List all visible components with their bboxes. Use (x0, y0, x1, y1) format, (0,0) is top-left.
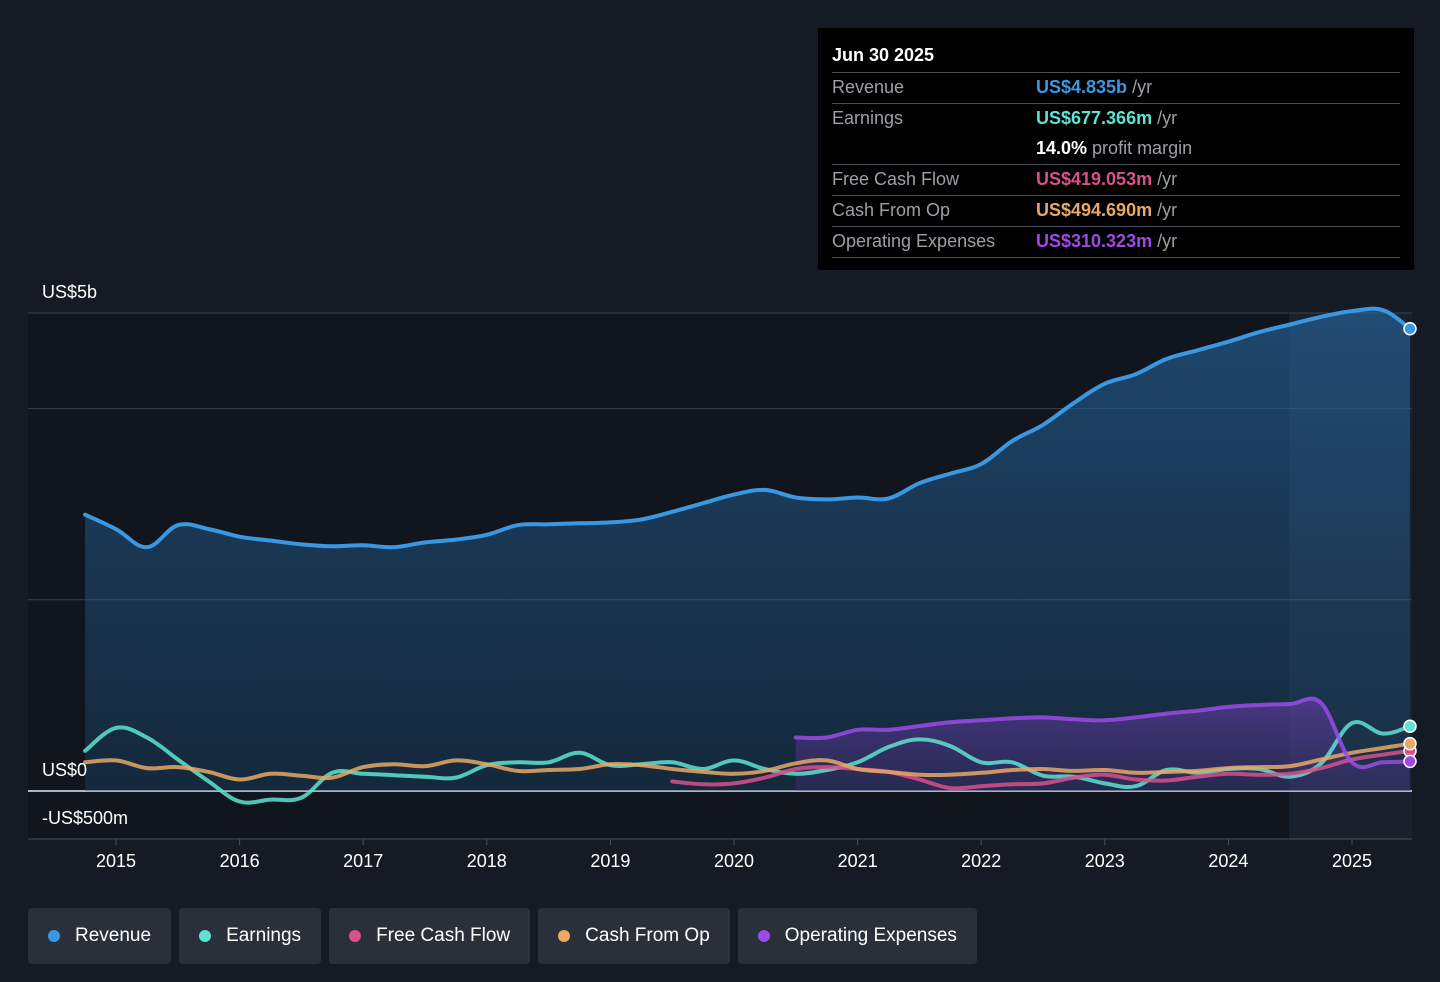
tooltip-row-earnings: Earnings US$677.366m /yr (832, 103, 1400, 134)
x-tick-label: 2020 (714, 851, 754, 871)
tooltip-label: Operating Expenses (832, 231, 996, 251)
x-tick-label: 2025 (1332, 851, 1372, 871)
chart-legend: Revenue Earnings Free Cash Flow Cash Fro… (28, 908, 977, 964)
line-opex (793, 696, 1412, 770)
legend-label: Cash From Op (585, 925, 710, 946)
axes: 2015 2016 2017 2018 2019 2020 2021 2022 2023 2024… (28, 838, 1412, 871)
x-tick-label: 2017 (343, 851, 383, 871)
x-tick-label: 2019 (590, 851, 630, 871)
x-tick-label: 2015 (96, 851, 136, 871)
line-fcf (670, 748, 1412, 791)
x-tick-label: 2023 (1085, 851, 1125, 871)
tooltip-unit: /yr (1157, 108, 1178, 128)
y-axis-top-label: US$5b (42, 282, 97, 302)
tooltip-value: 14.0% (1036, 138, 1088, 158)
tooltip-value: US$419.053m (1036, 169, 1153, 189)
x-tick-label: 2021 (838, 851, 878, 871)
legend-dot-icon (558, 930, 571, 942)
endpoint-cfo (1403, 736, 1417, 751)
x-tick-label: 2016 (220, 851, 260, 871)
tooltip-row-revenue: Revenue US$4.835b /yr (832, 72, 1400, 103)
endpoint-revenue (1403, 322, 1417, 336)
tooltip-label: Revenue (832, 77, 905, 97)
tooltip-value: US$677.366m (1036, 108, 1153, 128)
area-revenue (85, 308, 1411, 791)
tooltip-label: Free Cash Flow (832, 169, 960, 189)
tooltip-row-margin: 14.0% profit margin (832, 134, 1400, 164)
legend-label: Free Cash Flow (376, 925, 511, 946)
tooltip-value: US$4.835b (1036, 77, 1128, 97)
legend-dot-icon (349, 930, 362, 942)
legend-dot-icon (48, 930, 60, 942)
tooltip-row-cfo: Cash From Op US$494.690m /yr (832, 195, 1400, 226)
tooltip-unit: /yr (1132, 77, 1153, 97)
x-tick-label: 2018 (467, 851, 507, 871)
y-axis-bottom-label: -US$500m (42, 808, 128, 828)
legend-item-cash-from-op[interactable]: Cash From Op (538, 908, 730, 964)
series-lines (83, 306, 1412, 805)
tooltip-label: Earnings (832, 108, 904, 128)
tooltip-value: US$494.690m (1036, 200, 1153, 220)
legend-label: Revenue (75, 925, 152, 946)
legend-item-revenue[interactable]: Revenue (28, 908, 172, 964)
tooltip-unit: /yr (1157, 231, 1178, 251)
legend-label: Operating Expenses (784, 925, 957, 946)
x-tick-label: 2022 (961, 851, 1001, 871)
legend-item-earnings[interactable]: Earnings (179, 908, 322, 964)
legend-dot-icon (757, 930, 770, 942)
tooltip-divider (832, 257, 1400, 259)
tooltip-row-fcf: Free Cash Flow US$419.053m /yr (832, 164, 1400, 195)
tooltip-unit: profit margin (1092, 138, 1193, 158)
endpoint-earnings (1403, 719, 1417, 734)
data-tooltip: Jun 30 2025 Revenue US$4.835b /yr Earnin… (818, 28, 1414, 270)
tooltip-date: Jun 30 2025 (832, 45, 935, 65)
endpoint-opex (1403, 754, 1417, 769)
tooltip-unit: /yr (1157, 169, 1178, 189)
line-revenue (83, 306, 1412, 550)
tooltip-unit: /yr (1157, 200, 1178, 220)
legend-item-free-cash-flow[interactable]: Free Cash Flow (329, 908, 531, 964)
legend-dot-icon (199, 930, 212, 942)
legend-item-operating-expenses[interactable]: Operating Expenses (737, 908, 977, 964)
line-cfo (83, 741, 1412, 782)
x-tick-label: 2024 (1208, 851, 1248, 871)
y-axis-zero-label: US$0 (42, 760, 87, 780)
series-endpoints (1403, 322, 1417, 769)
tooltip-row-opex: Operating Expenses US$310.323m /yr (832, 226, 1400, 257)
legend-label: Earnings (226, 925, 302, 946)
tooltip-value: US$310.323m (1036, 231, 1153, 251)
tooltip-label: Cash From Op (832, 200, 951, 220)
